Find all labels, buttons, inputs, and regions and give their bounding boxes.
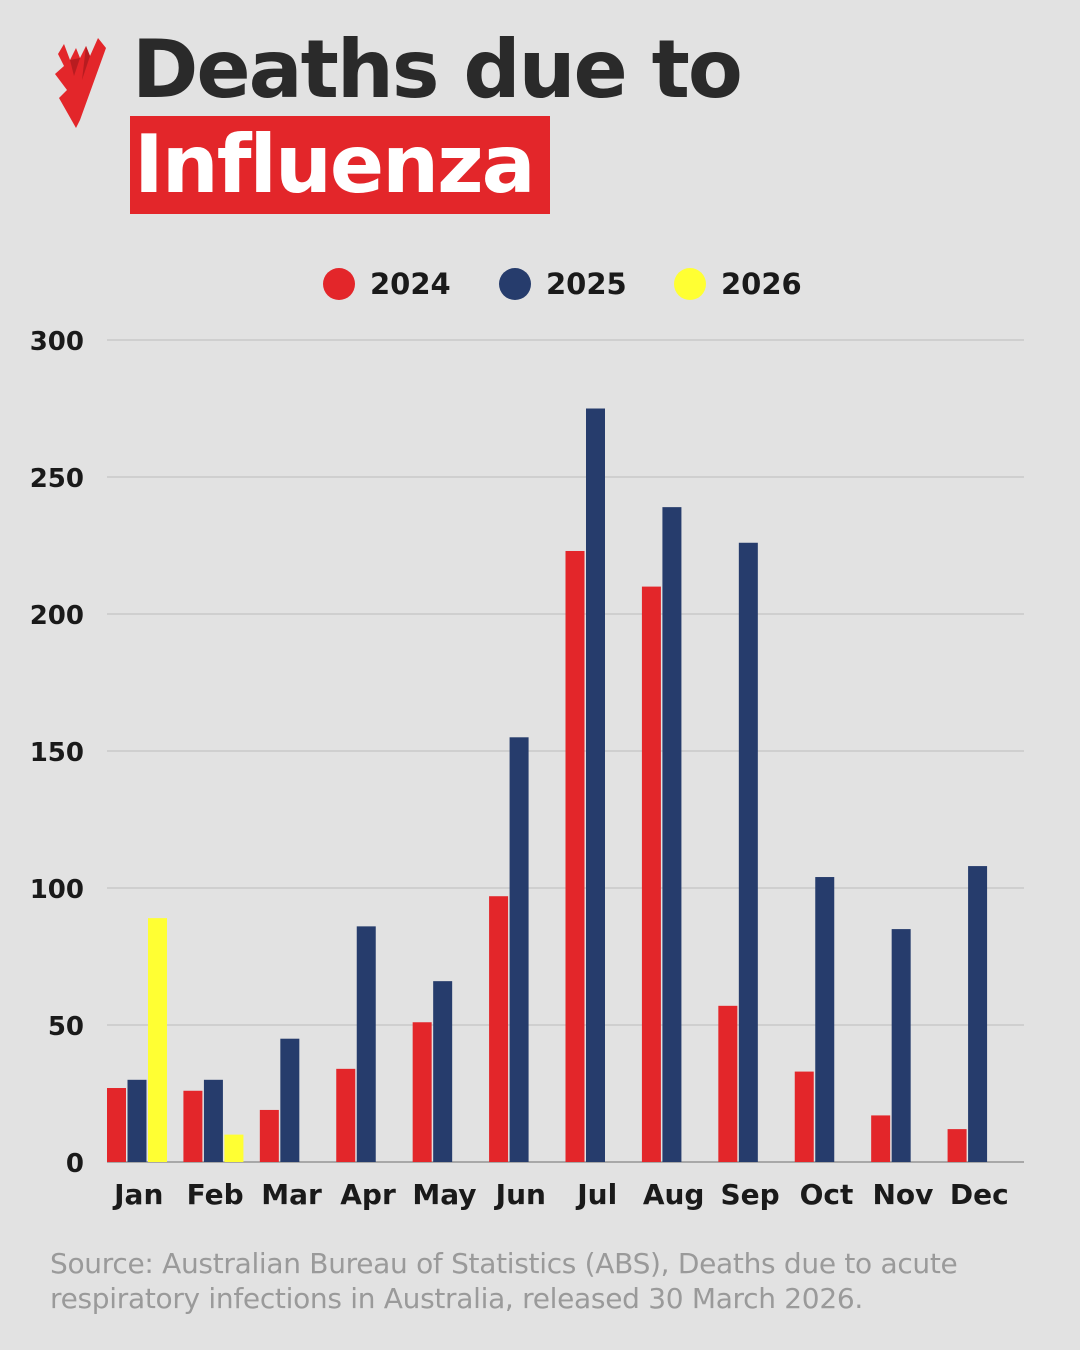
bar-2024-nov xyxy=(871,1115,891,1162)
legend-label-2025: 2025 xyxy=(546,267,627,301)
bar-2025-sep xyxy=(738,542,758,1162)
bar-2024-sep xyxy=(718,1005,738,1162)
bar-chart: 0 50 100 150 200 250 300 Jan Feb Mar Apr May Jun Jul A… xyxy=(30,327,1024,1211)
chart-title-line-1: Deaths due to xyxy=(132,23,743,116)
bar-2026-feb xyxy=(224,1134,244,1162)
bar-2025-apr xyxy=(356,926,376,1162)
bar-2025-jun xyxy=(509,737,529,1162)
y-tick-label: 100 xyxy=(30,875,84,905)
y-tick-label: 300 xyxy=(30,327,84,357)
x-tick-label: Sep xyxy=(720,1178,779,1211)
x-tick-label: Aug xyxy=(643,1178,705,1211)
x-tick-label: Dec xyxy=(950,1178,1009,1211)
x-tick-label: Oct xyxy=(800,1178,854,1211)
legend-swatch-2026 xyxy=(674,268,706,300)
bar-2024-jun xyxy=(489,896,509,1162)
y-tick-label: 50 xyxy=(48,1012,84,1042)
bar-2024-dec xyxy=(947,1129,967,1162)
bar-2025-feb xyxy=(203,1079,223,1162)
x-tick-label: Feb xyxy=(187,1178,244,1211)
y-tick-label: 250 xyxy=(30,464,84,494)
chart-legend: 2024 2025 2026 xyxy=(0,262,1080,306)
source-note: Source: Australian Bureau of Statistics … xyxy=(50,1247,958,1315)
bar-2025-may xyxy=(433,981,453,1162)
bar-2024-oct xyxy=(794,1071,814,1162)
x-tick-label: Nov xyxy=(872,1178,933,1211)
bar-2024-apr xyxy=(336,1068,356,1162)
legend-swatch-2024 xyxy=(323,268,355,300)
bar-2025-jan xyxy=(127,1079,147,1162)
legend-label-2026: 2026 xyxy=(721,267,802,301)
bar-2025-dec xyxy=(968,866,988,1162)
bar-2025-nov xyxy=(891,929,911,1162)
bar-2025-oct xyxy=(815,877,835,1162)
chart-title-highlight: Influenza xyxy=(130,116,550,214)
sbs-logo-icon xyxy=(55,38,106,128)
x-tick-label: Jul xyxy=(575,1178,617,1211)
legend-label-2024: 2024 xyxy=(370,267,451,301)
bar-2024-jan xyxy=(107,1088,126,1162)
x-tick-label: Apr xyxy=(340,1178,396,1211)
y-tick-label: 200 xyxy=(30,601,84,631)
y-tick-label: 150 xyxy=(30,738,84,768)
bar-2025-aug xyxy=(662,507,682,1162)
bar-2024-mar xyxy=(259,1109,279,1162)
x-tick-label: May xyxy=(412,1178,476,1211)
x-tick-label: Jun xyxy=(494,1178,546,1211)
chart-title-line-2: Influenza xyxy=(134,118,536,211)
x-tick-label: Jan xyxy=(112,1178,163,1211)
bar-2024-aug xyxy=(641,586,661,1162)
bar-2025-jul xyxy=(586,408,605,1162)
bar-2025-mar xyxy=(280,1038,300,1162)
bar-2024-may xyxy=(412,1022,432,1162)
bar-2026-jan xyxy=(148,918,167,1162)
bar-2024-jul xyxy=(565,550,585,1162)
legend-swatch-2025 xyxy=(499,268,531,300)
y-tick-label: 0 xyxy=(66,1149,84,1179)
bar-2024-feb xyxy=(183,1090,203,1162)
x-tick-label: Mar xyxy=(261,1178,322,1211)
